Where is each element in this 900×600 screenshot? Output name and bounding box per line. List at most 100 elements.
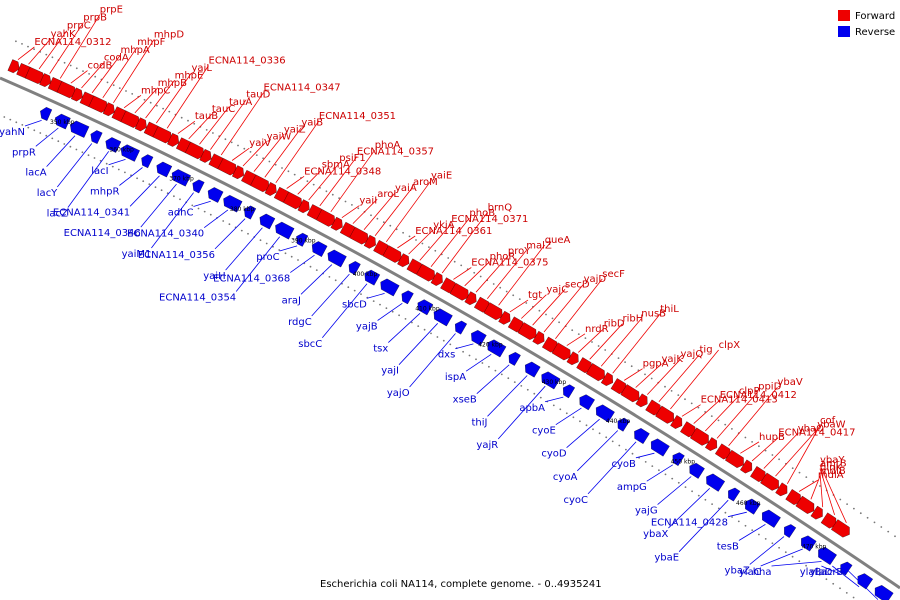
forward-gene — [635, 393, 648, 408]
reverse-gene — [471, 330, 487, 346]
label-leader-line — [374, 186, 414, 236]
reverse-gene-label: cyoB — [611, 459, 636, 470]
label-leader-line — [129, 175, 160, 207]
forward-gene-label: thiL — [660, 304, 679, 315]
label-leader-line — [214, 218, 246, 250]
forward-track-dot — [644, 373, 646, 376]
label-leader-line — [566, 333, 586, 346]
label-leader-line — [441, 212, 488, 274]
forward-gene-label: prpE — [100, 5, 123, 16]
reverse-track-dot — [27, 126, 30, 129]
reverse-track-dot — [644, 461, 647, 463]
reverse-track-dot — [259, 239, 262, 242]
forward-track-dot — [421, 242, 424, 245]
forward-gene — [483, 302, 503, 321]
label-leader-line — [555, 407, 582, 426]
reverse-gene-label: thiJ — [472, 417, 488, 428]
tick-label: 400 kbp — [353, 271, 378, 278]
reverse-track-dot — [154, 186, 157, 189]
tick-label: 360 kbp — [109, 147, 134, 154]
label-leader-line — [388, 313, 421, 343]
label-leader-line — [385, 180, 432, 243]
forward-track-dot — [243, 147, 246, 150]
reverse-track-dot — [442, 339, 445, 342]
label-leader-line — [24, 120, 42, 127]
forward-gene — [585, 363, 605, 382]
forward-gene-label: ykiA — [433, 220, 454, 231]
reverse-gene — [120, 144, 140, 162]
label-leader-line — [728, 386, 778, 447]
reverse-track-dot — [791, 555, 794, 558]
forward-track-dot — [447, 257, 450, 259]
label-leader-line — [235, 236, 281, 292]
reverse-track-dot — [9, 118, 12, 121]
label-leader-line — [798, 479, 819, 492]
reverse-gene — [672, 452, 685, 467]
forward-gene-label: ECNA114_0375 — [471, 258, 548, 269]
reverse-gene-label: cyoA — [553, 472, 578, 483]
forward-gene — [566, 351, 579, 366]
label-leader-line — [635, 363, 662, 388]
forward-gene — [349, 226, 369, 245]
reverse-gene-label: ECNA114_0368 — [213, 274, 290, 285]
forward-gene — [70, 87, 83, 102]
reverse-gene-label: yaiH — [203, 271, 225, 282]
forward-gene-label: nrdR — [585, 324, 609, 335]
forward-gene-label: yahK — [51, 29, 76, 40]
reverse-track-dot — [825, 578, 828, 581]
reverse-track-dot — [468, 354, 471, 357]
reverse-track-dot — [404, 318, 407, 320]
forward-gene-label: mhpE — [175, 70, 204, 81]
forward-track-dot — [731, 428, 733, 430]
reverse-track-dot — [798, 560, 801, 563]
forward-gene — [217, 157, 237, 176]
tick-label: 460 kbp — [736, 500, 761, 507]
reverse-track-dot — [160, 189, 163, 192]
reverse-gene — [105, 137, 122, 153]
reverse-track-dot — [539, 396, 542, 399]
reverse-gene — [171, 169, 192, 187]
reverse-track-dot — [265, 242, 268, 245]
reverse-track-dot — [572, 416, 575, 419]
forward-gene — [264, 182, 277, 196]
reverse-track-dot — [379, 303, 381, 306]
label-leader-line — [589, 323, 623, 360]
legend-reverse-swatch — [838, 26, 850, 37]
reverse-track-dot — [812, 569, 814, 572]
forward-track-dot — [402, 231, 404, 234]
reverse-gene — [784, 524, 797, 538]
label-leader-line — [543, 283, 584, 333]
reverse-gene-label: ylaD — [810, 567, 833, 578]
forward-track-dot — [312, 183, 315, 186]
tick-label: 350 kbp — [50, 119, 75, 126]
label-leader-line — [199, 106, 230, 145]
forward-gene — [517, 322, 537, 340]
forward-gene-label: ECNA114_0413 — [701, 395, 778, 406]
forward-track-dot — [859, 512, 862, 515]
forward-gene-label: pgpA — [643, 359, 669, 370]
forward-track-dot — [453, 260, 456, 263]
reverse-track-dot — [124, 171, 126, 174]
forward-gene — [416, 263, 436, 282]
label-leader-line — [497, 385, 546, 440]
reverse-track-dot — [751, 529, 754, 531]
label-leader-line — [242, 141, 267, 167]
reverse-track-dot — [33, 129, 36, 132]
forward-track-dot — [724, 423, 727, 426]
reverse-track-dot — [430, 332, 432, 335]
forward-gene-label: yajC — [546, 285, 568, 296]
reverse-track-dot — [631, 452, 634, 455]
reverse-track-dot — [520, 385, 523, 387]
reverse-gene-label: proC — [256, 252, 279, 263]
label-leader-line — [693, 399, 720, 424]
reverse-gene — [689, 462, 705, 479]
forward-track-dot — [853, 507, 855, 510]
reverse-track-dot — [247, 232, 249, 235]
reverse-track-dot — [481, 362, 484, 364]
forward-track-dot — [778, 458, 780, 461]
forward-track-dot — [758, 445, 760, 448]
forward-track-dot — [684, 398, 686, 401]
reverse-track-dot — [111, 165, 114, 168]
reverse-track-dot — [240, 229, 243, 232]
reverse-gene — [801, 535, 817, 552]
